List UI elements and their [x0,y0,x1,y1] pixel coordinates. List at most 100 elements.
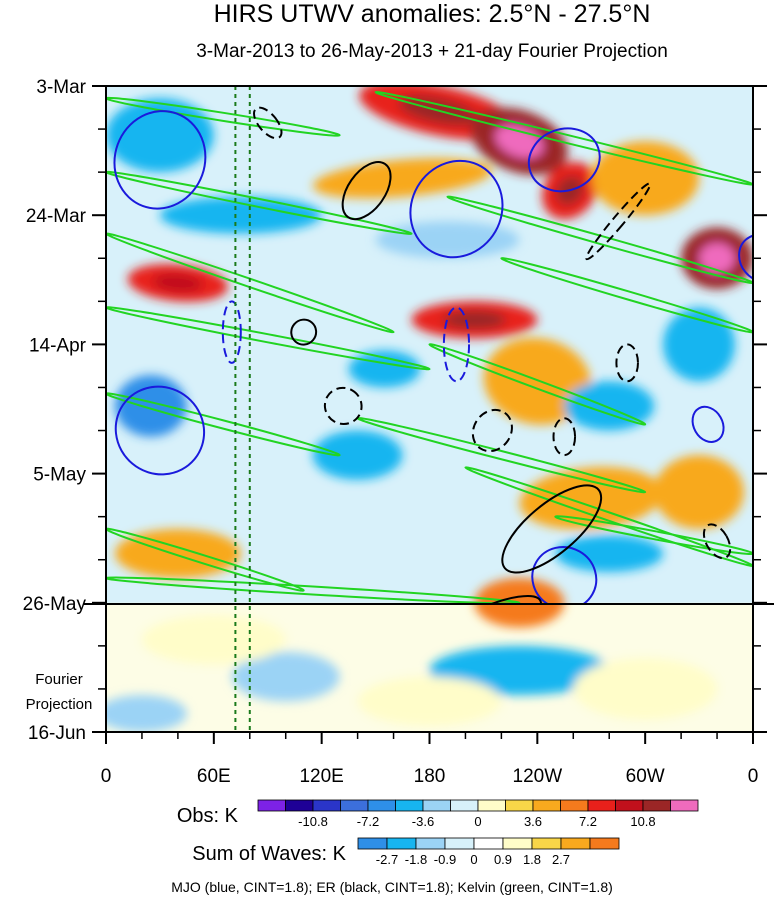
obs-legend-tick: 7.2 [579,814,597,829]
x-tick-label: 0 [748,766,759,787]
kelvin-contour [106,232,395,334]
mjo-contour [442,306,471,383]
obs-legend-swatch [642,799,671,812]
anomaly-patch [375,221,520,259]
obs-legend-swatch [450,799,479,812]
er-contour [323,386,363,426]
waves-legend-tick: 2.7 [552,852,570,867]
waves-legend-swatch [531,837,562,850]
obs-legend-tick: -3.6 [412,814,434,829]
anomaly-patch [106,98,214,173]
obs-legend-tick: 10.8 [630,814,655,829]
reference-lines [234,86,251,732]
waves-legend-tick: 0 [470,852,477,867]
wave-contours [106,90,753,604]
waves-legend-tick: -0.9 [434,852,456,867]
kelvin-contour [374,90,753,186]
anomaly-core [699,242,736,274]
er-contour [341,161,392,221]
anomaly-patch [159,196,322,234]
y-axis: 3-Mar 24-Mar 14-Apr 5-May 26-May 16-Jun [23,77,767,744]
fourier-label-line2: Projection [26,696,93,713]
obs-legend-label: Obs: K [177,805,239,827]
waves-legend-tick: -2.7 [376,852,398,867]
x-tick-label: 120W [513,766,563,787]
anomaly-patch [555,535,664,573]
waves-legend-label: Sum of Waves: K [192,843,346,865]
plot-area [84,85,774,733]
mjo-contour [221,300,242,364]
anomaly-patch [519,466,663,530]
kelvin-contour [428,343,647,426]
chart-title: HIRS UTWV anomalies: 2.5°N - 27.5°N [214,0,651,28]
obs-legend-swatch [615,799,644,812]
anomaly-patch [573,658,718,720]
anomaly-patch [312,430,403,480]
obs-legend-swatch [367,799,396,812]
obs-legend-swatch [257,799,286,812]
obs-legend-tick: 0 [474,814,481,829]
obs-legend-swatch [312,799,341,812]
waves-legend-swatch [386,837,417,850]
obs-legend-tick: -10.8 [298,814,328,829]
mjo-contour [114,385,206,476]
er-contour [585,182,652,261]
er-contour [615,343,639,383]
kelvin-contour [464,466,753,568]
obs-legend-swatch [422,799,451,812]
anomaly-patch [483,337,591,425]
anomaly-patch [313,158,493,199]
x-axis: 0 60E 120E 180 120W 60W 0 [101,732,759,787]
fourier-label-line1: Fourier [35,671,83,688]
obs-legend-swatch [670,799,699,812]
anomaly-patch [654,455,745,529]
mjo-contour [531,546,598,604]
kelvin-contour [106,576,521,604]
x-tick-label: 60W [626,766,665,787]
mjo-contour [409,159,504,259]
mjo-contour [527,127,601,193]
obs-legend-swatch [587,799,616,812]
anomaly-patch [114,375,187,437]
obs-legend-swatch [560,799,589,812]
waves-legend-swatch [415,837,446,850]
kelvin-contour [106,96,341,137]
x-tick-label: 60E [197,766,231,787]
obs-legend-swatch [477,799,506,812]
er-contour [702,523,732,560]
kelvin-contour [106,306,431,371]
y-tick-label: 26-May [23,594,87,615]
obs-legend-swatch [505,799,534,812]
y-tick-label: 14-Apr [29,335,87,356]
er-contour [501,484,603,574]
kelvin-contour [500,257,753,334]
mjo-contour [691,405,725,443]
anomaly-core [152,273,203,293]
kelvin-contour [106,392,341,457]
waves-legend-tick: 0.9 [494,852,512,867]
anomaly-patch [591,141,700,216]
y-tick-label: 3-Mar [36,77,86,98]
waves-legend-tick: -1.8 [405,852,427,867]
waves-legend: Sum of Waves: K -2.7 -1.8 -0.9 0 0.9 1.8 2.7 [192,837,620,867]
mjo-contour [738,233,753,283]
waves-legend-swatch [589,837,620,850]
er-contour [552,417,577,457]
y-tick-label: 5-May [33,465,86,486]
x-tick-label: 180 [414,766,446,787]
anomaly-patch [663,307,736,382]
x-tick-label: 120E [299,766,343,787]
anomaly-patch [348,350,421,388]
anomaly-field [106,86,753,732]
obs-legend-swatch [340,799,369,812]
waves-legend-swatch [560,837,591,850]
contour-footer: MJO (blue, CINT=1.8); ER (black, CINT=1.… [171,879,613,895]
y-tick-label: 16-Jun [28,723,86,744]
anomaly-patch [357,676,502,726]
anomaly-patch [231,652,340,702]
obs-legend: Obs: K -10.8 -7.2 -3.6 0 3.6 7.2 10.8 [177,799,699,829]
obs-legend-tick: 3.6 [524,814,542,829]
mjo-contour [113,110,207,210]
waves-legend-swatch [444,837,475,850]
